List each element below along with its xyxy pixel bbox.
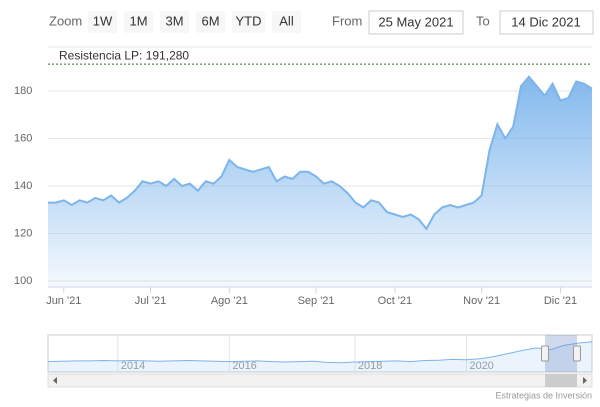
y-tick-label: 100: [14, 275, 32, 287]
y-tick-label: 140: [14, 180, 32, 192]
from-input-box[interactable]: [368, 10, 464, 35]
from-label: From: [332, 13, 362, 28]
navigator-label: 2014: [121, 360, 145, 372]
y-tick-label: 180: [14, 85, 32, 97]
zoom-button-label[interactable]: 6M: [201, 13, 219, 28]
scrollbar[interactable]: [47, 373, 593, 388]
navigator-label: 2020: [469, 360, 493, 372]
zoom-button[interactable]: [160, 11, 189, 33]
range-selector: Zoom From 25 May 2021 To 14 Dic 2021: [49, 10, 594, 35]
navigator-area: [48, 341, 592, 372]
credits: Estrategias de Inversión: [495, 390, 592, 400]
from-input[interactable]: 25 May 2021: [378, 14, 453, 29]
to-label: To: [476, 13, 490, 28]
x-tick-label: Nov '21: [463, 295, 500, 307]
navigator-handle[interactable]: [573, 345, 581, 362]
zoom-button-label[interactable]: All: [279, 13, 294, 28]
zoom-button-label[interactable]: 1M: [129, 13, 147, 28]
x-tick-label: Ago '21: [211, 295, 248, 307]
plot-line-label: Resistencia LP: 191,280: [59, 48, 189, 62]
navigator-label: 2016: [232, 360, 256, 372]
navigator-label: 2018: [358, 360, 382, 372]
zoom-button[interactable]: [88, 11, 117, 33]
zoom-button-label[interactable]: YTD: [236, 13, 262, 28]
navigator-handle[interactable]: [541, 345, 549, 362]
zoom-button[interactable]: [232, 11, 265, 33]
x-tick-label: Dic '21: [544, 295, 577, 307]
navigator-selection: [545, 335, 577, 372]
x-tick-label: Jun '21: [46, 295, 81, 307]
y-tick-label: 120: [14, 227, 32, 239]
zoom-button[interactable]: [124, 11, 153, 33]
scrollbar-thumb[interactable]: [545, 374, 577, 387]
to-input-box[interactable]: [499, 10, 594, 35]
zoom-label: Zoom: [49, 13, 82, 28]
navigator-frame: [47, 334, 593, 373]
zoom-button-label[interactable]: 3M: [165, 13, 183, 28]
zoom-button-label[interactable]: 1W: [93, 13, 113, 28]
to-input[interactable]: 14 Dic 2021: [511, 14, 580, 29]
y-tick-label: 160: [14, 132, 32, 144]
x-tick-label: Jul '21: [135, 295, 166, 307]
x-tick-label: Sep '21: [298, 295, 335, 307]
zoom-button[interactable]: [272, 11, 301, 33]
area-line: [48, 75, 593, 231]
x-tick-label: Oct '21: [378, 295, 413, 307]
zoom-button[interactable]: [196, 11, 225, 33]
navigator-line: [47, 341, 593, 364]
area-fill: [48, 76, 592, 287]
